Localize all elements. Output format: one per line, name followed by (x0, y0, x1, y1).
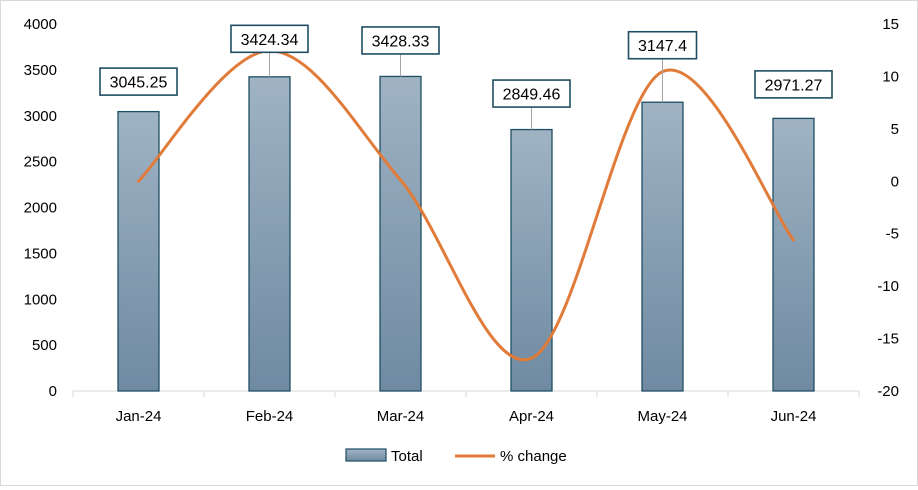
data-label-box (99, 67, 178, 96)
data-label: 3428.33 (372, 33, 430, 50)
bar-total (248, 76, 291, 392)
y-right-tick-label: 0 (891, 173, 899, 190)
bar-total (510, 128, 553, 392)
line-pct-change (137, 49, 795, 362)
data-label: 3045.25 (110, 75, 168, 92)
y-left-tick-label: 500 (32, 337, 57, 354)
y-right-tick-label: -20 (877, 383, 899, 400)
y-left-tick-label: 1000 (24, 291, 57, 308)
legend: Total % change (345, 448, 567, 465)
y-right-tick-label: -5 (886, 226, 899, 243)
y-left-tick-label: 0 (49, 383, 57, 400)
y-left-tick-label: 3000 (24, 108, 57, 125)
line-layer (137, 49, 795, 362)
x-tick-label: Feb-24 (246, 408, 294, 425)
data-label: 3424.34 (241, 32, 299, 49)
bar-total (772, 117, 815, 392)
data-label: 2971.27 (765, 77, 823, 94)
axes-layer: Jan-24 Feb-24 Mar-24 Apr-24 May-24 Jun-24 0 500… (24, 16, 899, 425)
x-tick-label: Mar-24 (377, 408, 425, 425)
y-left-tick-label: 1500 (24, 245, 57, 262)
bars-layer (117, 75, 815, 392)
x-tick-label: Jun-24 (771, 408, 817, 425)
y-right-tick-label: 15 (882, 16, 899, 33)
y-left-tick-label: 4000 (24, 16, 57, 33)
y-right-tick-label: -15 (877, 331, 899, 348)
y-left-tick-label: 3500 (24, 62, 57, 79)
bar-total (379, 75, 422, 392)
data-label: 2849.46 (503, 87, 561, 104)
y-right-tick-label: 5 (891, 121, 899, 138)
x-tick-label: Apr-24 (509, 408, 554, 425)
y-right-tick-label: -10 (877, 278, 899, 295)
y-left-tick-label: 2000 (24, 200, 57, 217)
y-right-tick-label: 10 (882, 68, 899, 85)
data-label-box (230, 24, 309, 54)
legend-swatch-total (345, 448, 387, 462)
data-label-box (754, 70, 833, 99)
x-tick-label: Jan-24 (116, 408, 162, 425)
data-label-box (492, 79, 571, 108)
y-left-tick-label: 2500 (24, 154, 57, 171)
data-label-box (361, 26, 440, 55)
x-tick-label: May-24 (637, 408, 687, 425)
legend-label-total: Total (391, 448, 423, 465)
legend-label-pct-change: % change (500, 448, 567, 465)
data-label: 3147.4 (638, 38, 687, 55)
bar-total (117, 110, 160, 392)
bar-total (641, 101, 684, 392)
data-label-box (627, 30, 698, 60)
data-labels-layer: 3045.25 3424.34 3428.33 2849.46 3147.4 2971.2… (99, 24, 833, 130)
